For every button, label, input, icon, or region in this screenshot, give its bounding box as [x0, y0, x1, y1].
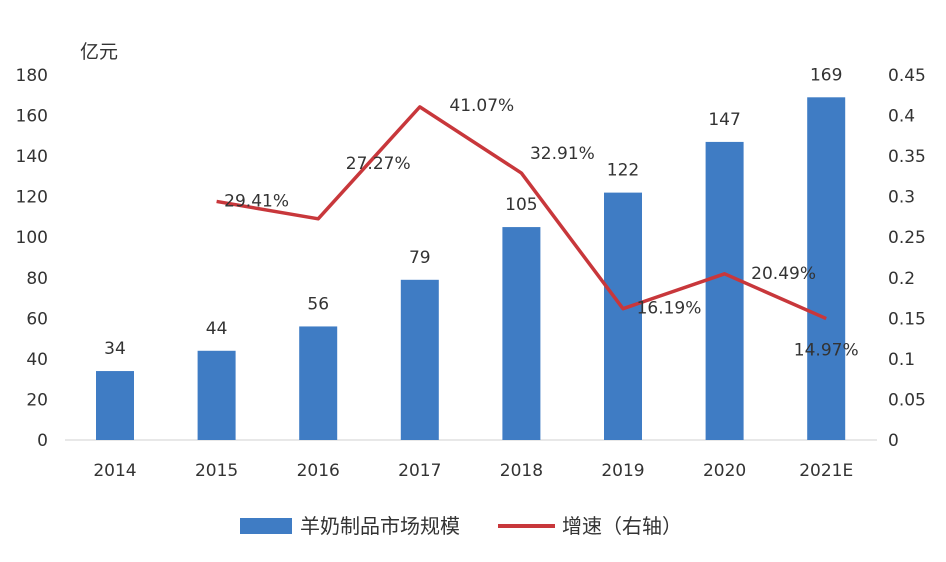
x-tick-label: 2017 [398, 461, 441, 481]
left-tick-label: 40 [26, 350, 48, 370]
bar-value-label: 169 [810, 65, 842, 85]
x-tick-label: 2020 [703, 461, 746, 481]
x-tick-label: 2014 [93, 461, 136, 481]
x-tick-label: 2016 [297, 461, 340, 481]
left-tick-label: 80 [26, 269, 48, 289]
left-tick-label: 100 [16, 228, 48, 248]
bar-value-label: 56 [307, 294, 329, 314]
legend-label-bar: 羊奶制品市场规模 [300, 514, 460, 538]
x-tick-label: 2019 [601, 461, 644, 481]
x-tick-label: 2015 [195, 461, 238, 481]
left-tick-label: 0 [37, 431, 48, 451]
left-tick-label: 120 [16, 188, 48, 208]
right-tick-label: 0 [888, 431, 899, 451]
right-tick-label: 0.45 [888, 66, 926, 86]
growth-value-label: 27.27% [346, 154, 411, 174]
bar [299, 326, 337, 440]
bar [706, 142, 744, 440]
bar-value-label: 44 [206, 319, 228, 339]
legend-label-line: 增速（右轴） [562, 514, 682, 538]
growth-value-label: 41.07% [449, 96, 514, 116]
legend: 羊奶制品市场规模 增速（右轴） [240, 514, 682, 538]
left-axis-unit: 亿元 [80, 41, 118, 63]
bar [96, 371, 134, 440]
x-tick-label: 2018 [500, 461, 543, 481]
left-tick-label: 160 [16, 107, 48, 127]
bar-value-label: 34 [104, 339, 126, 359]
growth-value-label: 29.41% [224, 191, 289, 211]
right-tick-label: 0.05 [888, 390, 926, 410]
right-tick-label: 0.15 [888, 309, 926, 329]
growth-value-label: 20.49% [751, 264, 816, 284]
right-tick-label: 0.3 [888, 188, 915, 208]
growth-value-label: 16.19% [637, 299, 702, 319]
left-tick-label: 140 [16, 147, 48, 167]
bar-value-label: 79 [409, 248, 431, 268]
growth-value-label: 14.97% [794, 341, 859, 361]
legend-swatch-bar [240, 518, 292, 534]
bar [198, 351, 236, 440]
x-tick-label: 2021E [799, 461, 853, 481]
right-tick-label: 0.25 [888, 228, 926, 248]
bar-value-label: 105 [505, 195, 537, 215]
growth-value-label: 32.91% [530, 144, 595, 164]
right-tick-label: 0.1 [888, 350, 915, 370]
bar-value-label: 147 [708, 110, 740, 130]
bar [401, 280, 439, 440]
right-tick-label: 0.2 [888, 269, 915, 289]
left-tick-label: 180 [16, 66, 48, 86]
bar [502, 227, 540, 440]
left-tick-label: 60 [26, 309, 48, 329]
right-tick-label: 0.35 [888, 147, 926, 167]
left-tick-label: 20 [26, 390, 48, 410]
bar-value-label: 122 [607, 161, 639, 181]
right-tick-label: 0.4 [888, 107, 915, 127]
